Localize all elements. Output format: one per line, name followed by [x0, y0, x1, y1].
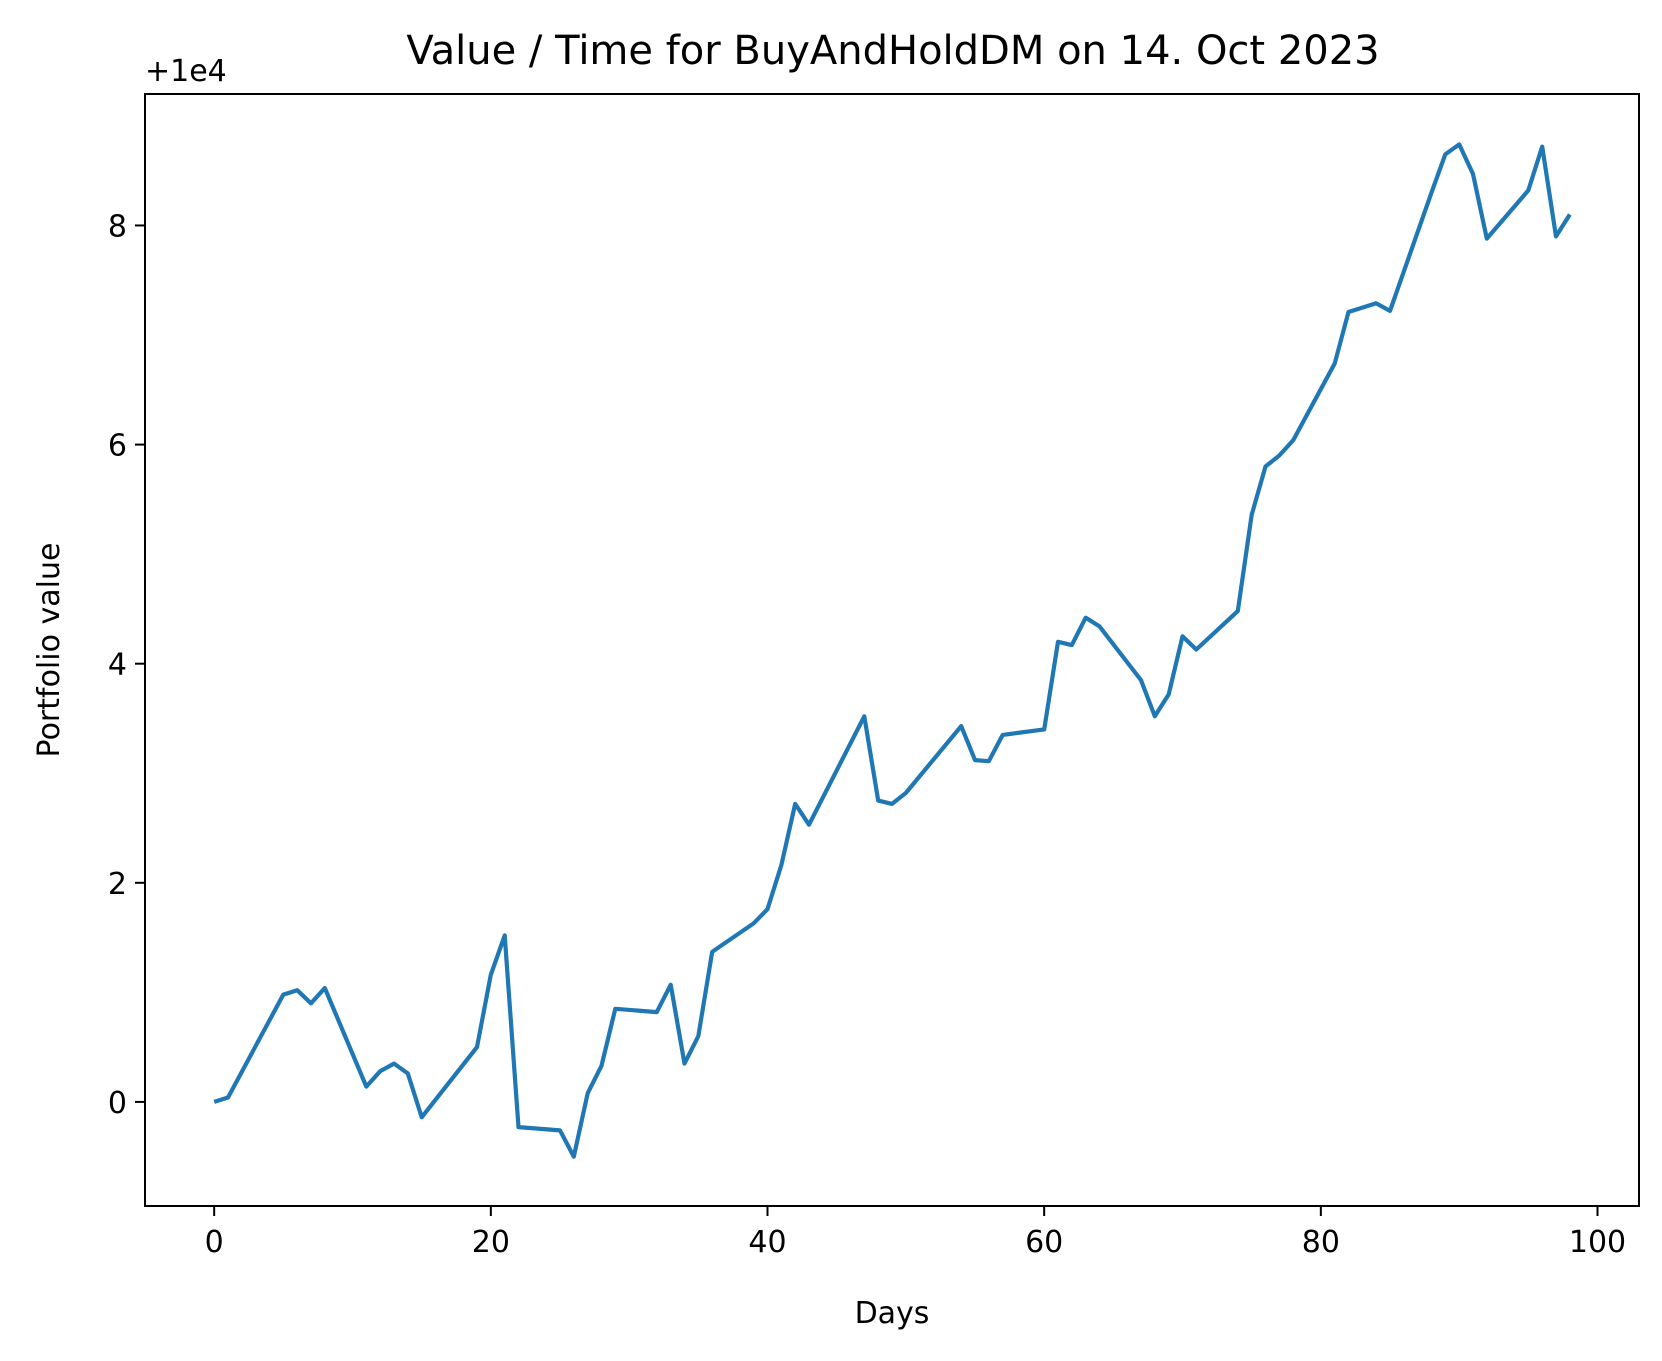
y-tick-label: 4	[108, 648, 127, 683]
y-tick-label: 2	[108, 867, 127, 902]
x-tick-label: 20	[472, 1225, 510, 1260]
y-tick-label: 0	[108, 1086, 127, 1121]
x-tick-label: 100	[1569, 1225, 1626, 1260]
plot-frame	[144, 93, 1640, 1207]
x-tick-label: 80	[1302, 1225, 1340, 1260]
chart-title: Value / Time for BuyAndHoldDM on 14. Oct…	[406, 28, 1379, 74]
y-tick-label: 6	[108, 429, 127, 464]
axis-ticks: 0 20 40 60 80 100 0 2 4 6 8	[108, 209, 1626, 1260]
y-tick-label: 8	[108, 209, 127, 244]
series-line	[213, 142, 1572, 1159]
x-tick-label: 0	[205, 1225, 224, 1260]
x-tick-label: 40	[748, 1225, 786, 1260]
y-axis-offset-label: +1e4	[145, 54, 227, 89]
y-axis-label: Portfolio value	[32, 543, 67, 758]
x-axis-label: Days	[855, 1296, 930, 1331]
x-tick-label: 60	[1025, 1225, 1063, 1260]
